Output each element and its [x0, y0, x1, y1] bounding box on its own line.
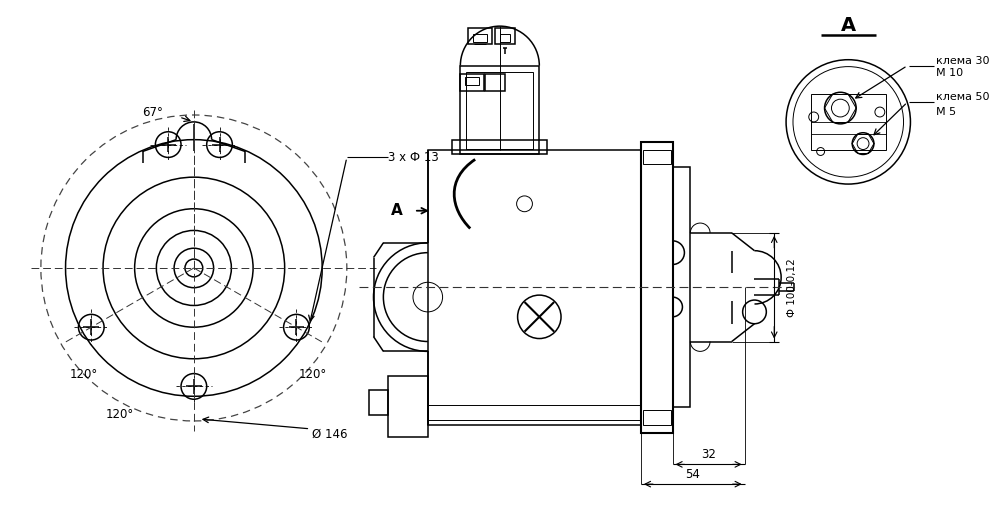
- Bar: [643, 410, 671, 425]
- Bar: [428, 405, 641, 420]
- Bar: [466, 72, 533, 149]
- Bar: [495, 28, 515, 44]
- Text: 54: 54: [685, 468, 700, 481]
- Bar: [452, 140, 547, 155]
- Text: М 10: М 10: [936, 67, 963, 78]
- Text: 120°: 120°: [106, 408, 134, 421]
- Bar: [460, 73, 484, 91]
- Bar: [473, 34, 487, 42]
- Bar: [811, 94, 886, 150]
- Text: A: A: [391, 203, 403, 218]
- Bar: [468, 28, 492, 44]
- Text: Ø 146: Ø 146: [312, 427, 348, 440]
- Text: М 5: М 5: [936, 107, 956, 117]
- Text: A: A: [841, 15, 856, 35]
- Text: 67°: 67°: [142, 106, 163, 118]
- Bar: [388, 375, 428, 437]
- Bar: [485, 73, 505, 91]
- Bar: [641, 142, 673, 433]
- Bar: [460, 66, 539, 155]
- Bar: [673, 167, 690, 407]
- Text: клема 30: клема 30: [936, 56, 990, 66]
- Text: клема 50: клема 50: [936, 92, 990, 102]
- Text: 120°: 120°: [69, 368, 97, 381]
- Bar: [643, 150, 671, 164]
- Bar: [500, 34, 510, 42]
- Text: 3 x Ф 13: 3 x Ф 13: [388, 151, 439, 164]
- Bar: [465, 78, 479, 85]
- Text: 32: 32: [701, 448, 716, 461]
- Bar: [369, 390, 388, 415]
- Bar: [428, 150, 641, 425]
- Text: Ф 100-0,12: Ф 100-0,12: [787, 258, 797, 316]
- Text: 120°: 120°: [298, 368, 326, 381]
